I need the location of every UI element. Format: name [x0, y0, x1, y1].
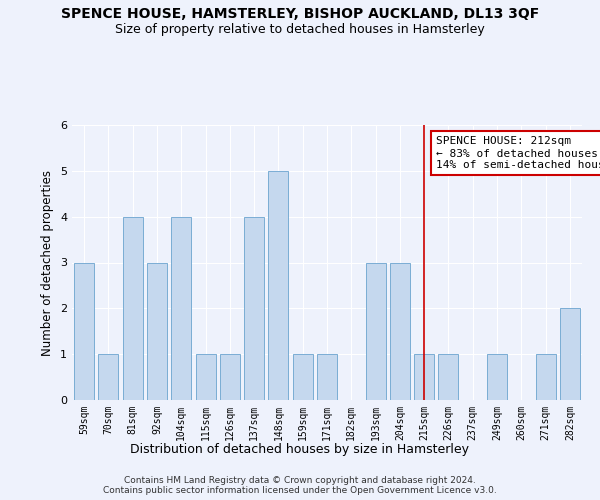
Text: Contains HM Land Registry data © Crown copyright and database right 2024.
Contai: Contains HM Land Registry data © Crown c…: [103, 476, 497, 495]
Text: Distribution of detached houses by size in Hamsterley: Distribution of detached houses by size …: [131, 442, 470, 456]
Bar: [317, 354, 337, 400]
Bar: [74, 262, 94, 400]
Bar: [439, 354, 458, 400]
Bar: [98, 354, 118, 400]
Bar: [172, 216, 191, 400]
Bar: [244, 216, 264, 400]
Text: Size of property relative to detached houses in Hamsterley: Size of property relative to detached ho…: [115, 22, 485, 36]
Text: SPENCE HOUSE, HAMSTERLEY, BISHOP AUCKLAND, DL13 3QF: SPENCE HOUSE, HAMSTERLEY, BISHOP AUCKLAN…: [61, 8, 539, 22]
Bar: [536, 354, 556, 400]
Bar: [414, 354, 434, 400]
Bar: [123, 216, 143, 400]
Bar: [560, 308, 580, 400]
Bar: [196, 354, 215, 400]
Bar: [293, 354, 313, 400]
Bar: [220, 354, 240, 400]
Bar: [365, 262, 386, 400]
Text: SPENCE HOUSE: 212sqm
← 83% of detached houses are smaller (35)
14% of semi-detac: SPENCE HOUSE: 212sqm ← 83% of detached h…: [436, 136, 600, 170]
Bar: [487, 354, 507, 400]
Y-axis label: Number of detached properties: Number of detached properties: [41, 170, 55, 356]
Bar: [147, 262, 167, 400]
Bar: [268, 171, 289, 400]
Bar: [390, 262, 410, 400]
